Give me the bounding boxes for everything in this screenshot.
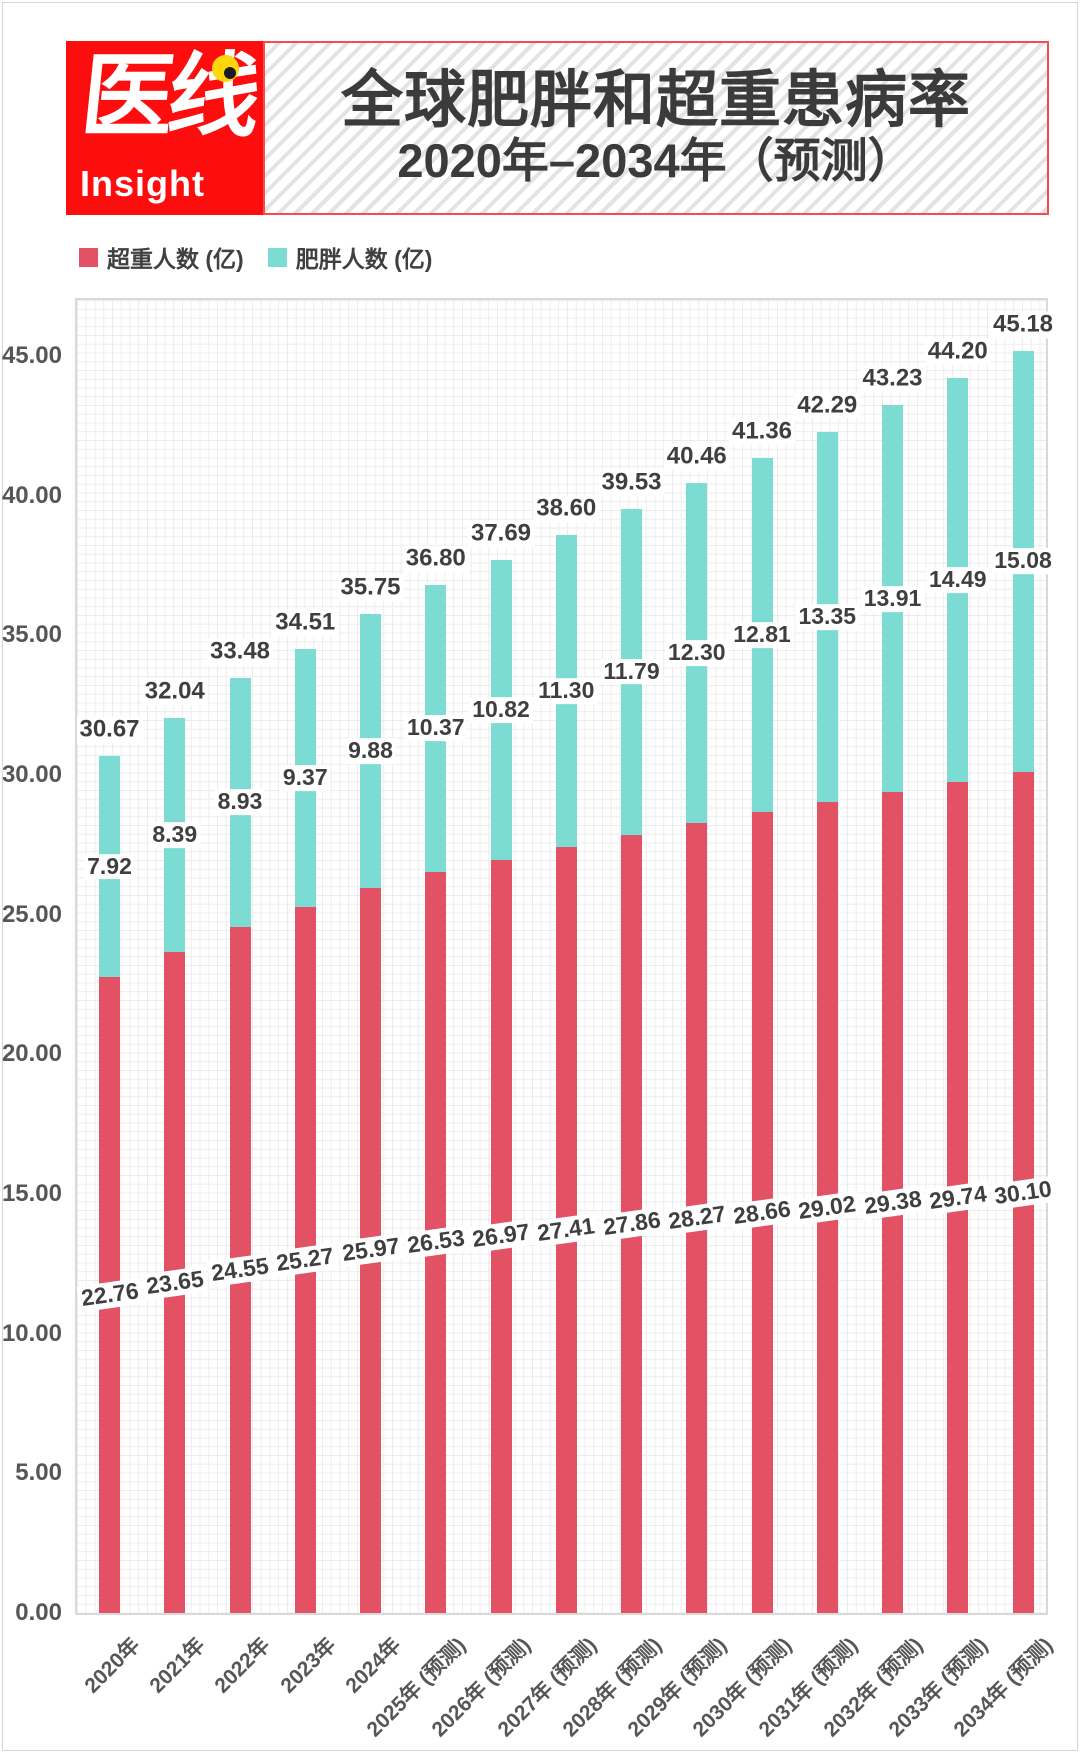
total-value-label: 38.60 <box>533 494 600 523</box>
total-value-label: 36.80 <box>402 545 469 573</box>
total-value-label: 42.29 <box>794 391 861 420</box>
obesity-value-label: 9.88 <box>345 737 396 764</box>
overweight-value-label: 25.97 <box>337 1232 404 1268</box>
total-value-label: 33.48 <box>206 637 274 666</box>
legend-item-overweight: 超重人数 (亿) <box>79 240 244 274</box>
x-tick-label: 2027年 (预测) <box>493 1633 602 1742</box>
legend: 超重人数 (亿) 肥胖人数 (亿) <box>79 240 432 274</box>
x-tick-label: 2031年 (预测) <box>754 1633 863 1742</box>
x-tick-label: 2022年 <box>210 1633 275 1698</box>
overweight-value-label: 30.10 <box>989 1175 1057 1210</box>
obesity-value-label: 11.79 <box>600 658 663 685</box>
overweight-value-label: 29.38 <box>859 1185 926 1220</box>
y-tick-label: 40.00 <box>1 481 62 509</box>
x-tick-label: 2030年 (预测) <box>688 1633 797 1742</box>
overweight-value-label: 26.97 <box>467 1219 535 1254</box>
legend-swatch-obesity <box>267 247 287 267</box>
obesity-value-label: 12.30 <box>664 639 729 666</box>
overweight-value-label: 29.74 <box>924 1180 992 1215</box>
overweight-value-label: 25.27 <box>271 1242 339 1278</box>
obesity-value-label: 12.81 <box>730 621 794 648</box>
obesity-value-label: 14.49 <box>925 567 990 594</box>
chart-title: 全球肥胖和超重患病率 <box>340 66 971 136</box>
legend-label-obesity: 肥胖人数 (亿) <box>295 246 433 272</box>
obesity-value-label: 8.39 <box>149 821 201 848</box>
overweight-value-label: 24.55 <box>206 1252 274 1288</box>
overweight-value-label: 27.41 <box>532 1212 600 1248</box>
y-tick-label: 45.00 <box>1 341 62 369</box>
total-value-label: 35.75 <box>337 574 404 602</box>
overweight-value-label: 27.86 <box>598 1206 665 1242</box>
overweight-value-label: 28.66 <box>728 1195 796 1230</box>
obesity-value-label: 10.82 <box>469 696 533 723</box>
brand-logo: 医线 Insight <box>66 41 263 215</box>
total-value-label: 45.18 <box>989 311 1057 339</box>
overweight-value-label: 23.65 <box>141 1265 209 1300</box>
x-tick-label: 2024年 <box>341 1633 406 1698</box>
x-tick-label: 2020年 <box>80 1633 145 1698</box>
total-value-label: 30.67 <box>76 716 143 744</box>
x-tick-label: 2021年 <box>145 1633 210 1698</box>
y-tick-label: 10.00 <box>1 1319 62 1347</box>
y-tick-label: 0.00 <box>15 1599 62 1626</box>
x-tick-label: 2034年 (预测) <box>949 1633 1058 1742</box>
y-tick-label: 35.00 <box>1 621 62 649</box>
y-tick-label: 5.00 <box>15 1459 62 1487</box>
y-tick-label: 30.00 <box>1 760 62 788</box>
y-axis: 0.00 5.00 10.00 15.00 20.00 25.00 30.00 35.00 40… <box>0 300 62 1626</box>
overweight-value-label: 29.02 <box>793 1190 861 1225</box>
total-value-label: 40.46 <box>663 442 730 471</box>
overweight-value-label: 28.27 <box>663 1200 731 1236</box>
x-tick-label: 2029年 (预测) <box>623 1633 732 1742</box>
legend-item-obesity: 肥胖人数 (亿) <box>267 240 433 274</box>
total-value-label: 43.23 <box>859 365 926 393</box>
y-tick-label: 20.00 <box>1 1040 62 1068</box>
obesity-value-label: 13.35 <box>795 603 860 630</box>
total-value-label: 41.36 <box>728 417 796 445</box>
chart-subtitle: 2020年–2034年（预测） <box>397 134 915 188</box>
title-box: 全球肥胖和超重患病率 2020年–2034年（预测） <box>263 41 1049 215</box>
total-value-label: 44.20 <box>924 338 991 366</box>
total-value-label: 32.04 <box>141 678 208 706</box>
total-value-label: 37.69 <box>467 520 535 548</box>
obesity-value-label: 13.91 <box>860 585 925 612</box>
brand-logo-dot-icon <box>212 55 239 82</box>
x-tick-label: 2026年 (预测) <box>427 1633 536 1742</box>
y-tick-label: 25.00 <box>1 900 62 928</box>
overweight-value-label: 22.76 <box>76 1277 143 1313</box>
x-tick-label: 2032年 (预测) <box>819 1633 928 1742</box>
legend-swatch-overweight <box>79 247 98 267</box>
obesity-value-label: 10.37 <box>403 715 468 742</box>
obesity-value-label: 15.08 <box>991 548 1055 575</box>
obesity-value-label: 9.37 <box>279 764 331 791</box>
obesity-value-label: 11.30 <box>535 677 598 704</box>
plot-area: 30.67 7.92 22.76 32.04 8.39 23.65 33.48 8.93 24.… <box>75 298 1057 1615</box>
legend-label-overweight: 超重人数 (亿) <box>107 246 244 272</box>
obesity-value-label: 8.93 <box>214 789 266 816</box>
x-tick-label: 2023年 <box>275 1633 341 1698</box>
y-tick-label: 15.00 <box>1 1179 62 1207</box>
x-tick-label: 2028年 (预测) <box>558 1633 667 1742</box>
total-value-label: 34.51 <box>272 609 339 637</box>
x-tick-label: 2033年 (预测) <box>884 1633 993 1742</box>
overweight-value-label: 26.53 <box>402 1225 470 1260</box>
total-value-label: 39.53 <box>598 468 665 497</box>
x-tick-label: 2025年 (预测) <box>362 1633 471 1742</box>
obesity-value-label: 7.92 <box>84 853 135 880</box>
brand-logo-subtext: Insight <box>80 163 205 204</box>
